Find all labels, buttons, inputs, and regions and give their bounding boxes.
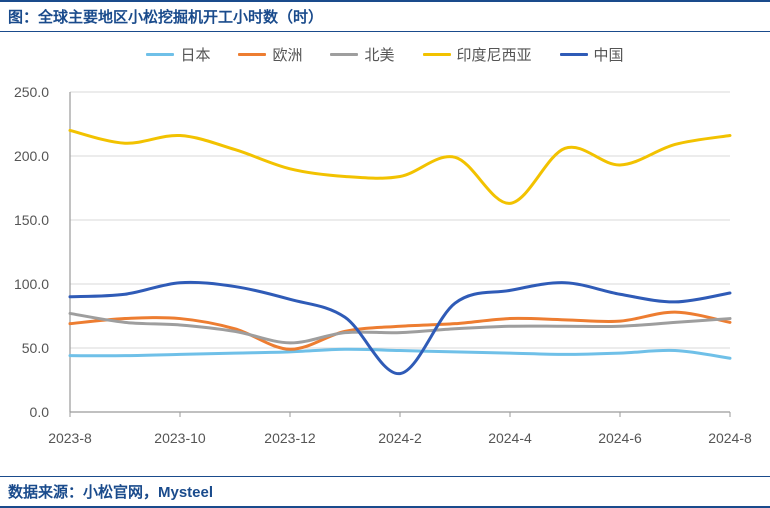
legend-swatch — [560, 53, 588, 56]
x-tick-label: 2023-12 — [264, 430, 315, 446]
chart-area: 日本 欧洲 北美 印度尼西亚 中国 0.0 50.0 100.0 150.0 200.0 250.… — [0, 32, 770, 472]
legend-label: 欧洲 — [272, 44, 302, 65]
plot-svg — [60, 82, 750, 422]
source-text: 数据来源：小松官网，Mysteel — [0, 476, 770, 508]
legend-label: 日本 — [180, 44, 210, 65]
y-tick-label: 50.0 — [22, 340, 49, 356]
y-tick-label: 250.0 — [14, 84, 49, 100]
legend-item: 印度尼西亚 — [423, 44, 532, 65]
x-tick-label: 2024-4 — [488, 430, 532, 446]
legend: 日本 欧洲 北美 印度尼西亚 中国 — [0, 32, 770, 71]
x-tick-label: 2024-8 — [708, 430, 752, 446]
x-tick-label: 2024-6 — [598, 430, 642, 446]
y-tick-label: 200.0 — [14, 148, 49, 164]
series-line — [70, 312, 730, 349]
legend-label: 北美 — [364, 44, 394, 65]
plot-area — [60, 82, 750, 422]
x-tick-label: 2023-8 — [48, 430, 92, 446]
x-tick-label: 2024-2 — [378, 430, 422, 446]
legend-item: 欧洲 — [238, 44, 302, 65]
legend-item: 日本 — [146, 44, 210, 65]
y-tick-label: 150.0 — [14, 212, 49, 228]
chart-title: 图：全球主要地区小松挖掘机开工小时数（时） — [0, 0, 770, 32]
legend-swatch — [423, 53, 451, 56]
y-tick-label: 100.0 — [14, 276, 49, 292]
chart-container: 图：全球主要地区小松挖掘机开工小时数（时） 日本 欧洲 北美 印度尼西亚 中国 0.0 5… — [0, 0, 770, 508]
legend-swatch — [330, 53, 358, 56]
x-axis: 2023-82023-102023-122024-22024-42024-620… — [60, 424, 750, 454]
legend-label: 印度尼西亚 — [457, 44, 532, 65]
series-line — [70, 130, 730, 203]
series-line — [70, 349, 730, 358]
series-line — [70, 282, 730, 373]
y-tick-label: 0.0 — [30, 404, 49, 420]
y-axis: 0.0 50.0 100.0 150.0 200.0 250.0 — [0, 82, 55, 422]
legend-swatch — [238, 53, 266, 56]
x-tick-label: 2023-10 — [154, 430, 205, 446]
legend-label: 中国 — [594, 44, 624, 65]
legend-item: 中国 — [560, 44, 624, 65]
legend-item: 北美 — [330, 44, 394, 65]
legend-swatch — [146, 53, 174, 56]
